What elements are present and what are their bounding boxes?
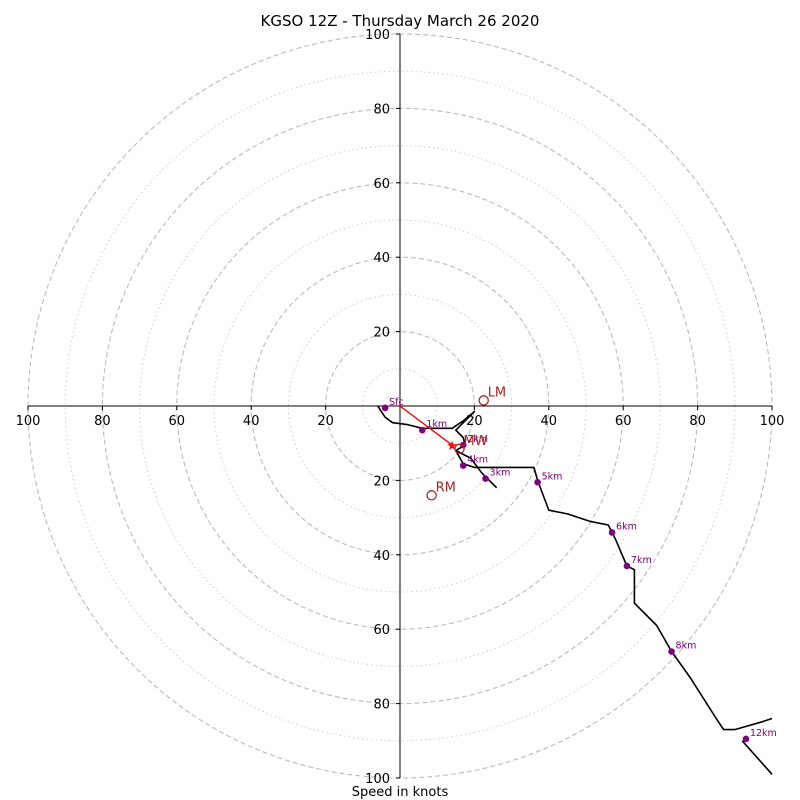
wind-trace	[377, 405, 773, 775]
height-marker-label: 4km	[467, 455, 488, 466]
height-marker-point	[381, 404, 389, 412]
height-marker-point	[608, 529, 616, 536]
height-marker-label: 12km	[750, 728, 777, 739]
y-tick-label: 40	[373, 549, 390, 564]
x-tick-label: 100	[760, 414, 785, 429]
y-tick-label: 20	[373, 474, 390, 489]
height-marker-label: 6km	[616, 521, 637, 532]
y-tick-label: 100	[365, 772, 390, 787]
storm-motion-point	[426, 490, 437, 501]
y-tick-label: 60	[373, 177, 390, 192]
y-tick-label: 60	[373, 623, 390, 638]
height-marker-point	[534, 478, 541, 486]
storm-motion-markers: LM MW RM	[426, 385, 506, 501]
x-tick-label: 80	[689, 414, 706, 429]
height-marker-label: 8km	[676, 641, 697, 652]
bulk-shear-line	[399, 405, 453, 446]
chart-title: KGSO 12Z - Thursday March 26 2020	[261, 12, 540, 30]
height-marker-label: 2km	[467, 434, 488, 445]
height-marker-label: 1km	[426, 419, 447, 430]
storm-motion-label: MW	[464, 434, 488, 449]
height-marker-point	[459, 441, 467, 449]
x-tick-label: 40	[541, 414, 558, 429]
wind-trace-segment	[455, 449, 498, 489]
height-marker-label: Sfc	[389, 397, 404, 408]
x-axis-title: Speed in knots	[352, 785, 449, 800]
height-marker-point	[482, 475, 489, 482]
height-marker-point	[668, 648, 675, 655]
height-marker-label: 7km	[631, 555, 652, 566]
storm-motion-label: RM	[436, 480, 456, 495]
height-marker-label: 3km	[490, 468, 511, 479]
storm-motion-label: LM	[488, 385, 506, 400]
height-marker-point	[742, 735, 750, 743]
storm-motion-point	[478, 395, 489, 406]
wind-trace-line	[377, 405, 773, 731]
y-tick-label: 20	[373, 326, 390, 341]
tick-labels: 100 80 60 40 20 20 40 60 80 100 100 80 60 40 20 20 40 60 8…	[16, 28, 785, 787]
x-tick-label: 20	[466, 414, 483, 429]
height-marker-point	[459, 462, 467, 469]
height-marker-point	[623, 562, 631, 570]
y-tick-label: 40	[373, 251, 390, 266]
x-tick-label: 60	[169, 414, 186, 429]
x-tick-label: 20	[317, 414, 334, 429]
y-tick-label: 80	[373, 102, 390, 117]
y-tick-label: 100	[365, 28, 390, 43]
bulk-shear-star-icon: ★	[446, 439, 458, 454]
height-marker-label: 5km	[542, 471, 563, 482]
storm-motion-point	[454, 443, 465, 455]
height-marker-point	[419, 426, 426, 434]
shear-vector: ★	[399, 405, 458, 454]
y-tick-label: 80	[373, 698, 390, 713]
x-tick-label: 100	[16, 414, 41, 429]
x-tick-label: 40	[243, 414, 260, 429]
x-tick-label: 60	[615, 414, 632, 429]
wind-trace-upper-segment	[741, 740, 773, 775]
x-tick-label: 80	[94, 414, 111, 429]
